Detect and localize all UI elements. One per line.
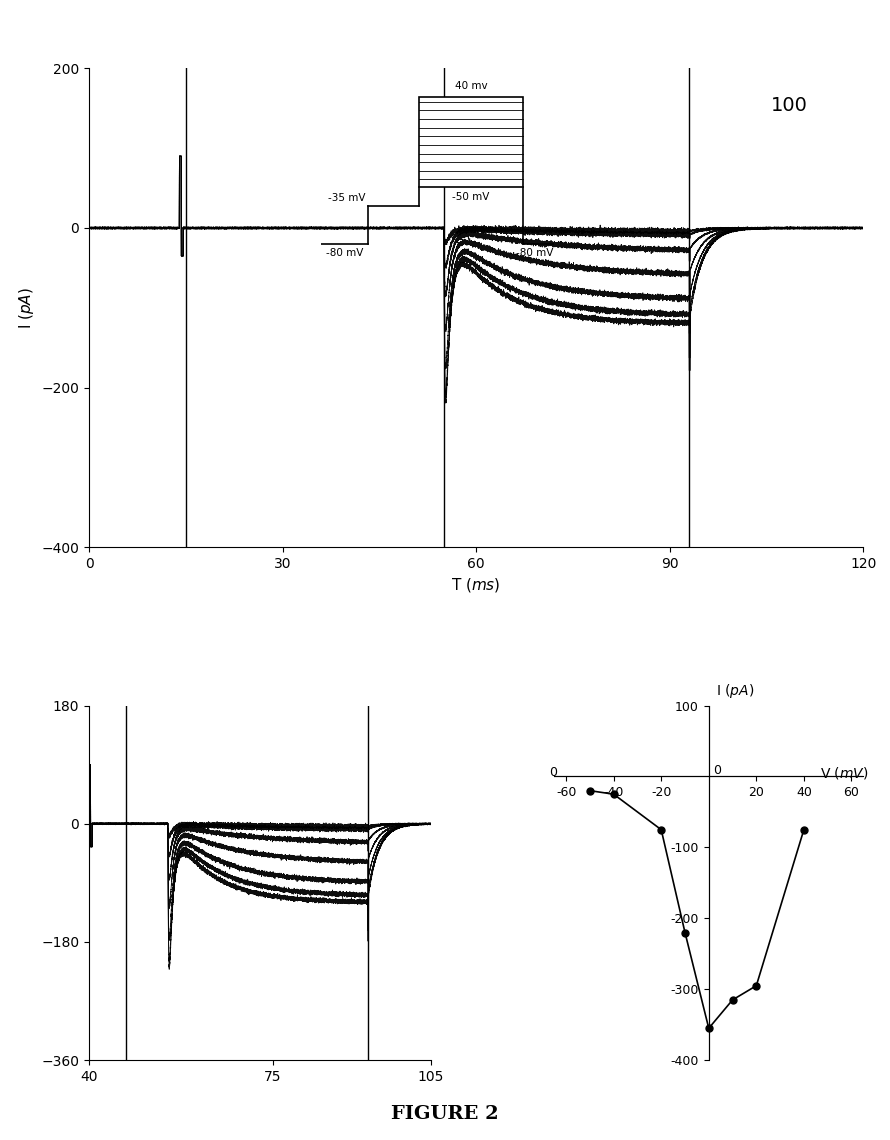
- Text: 0: 0: [714, 764, 722, 777]
- Text: FIGURE 2: FIGURE 2: [392, 1105, 498, 1123]
- Y-axis label: I ($pA$): I ($pA$): [17, 287, 36, 328]
- Text: 100: 100: [771, 97, 807, 115]
- X-axis label: T ($ms$): T ($ms$): [451, 577, 501, 594]
- Text: I ($pA$): I ($pA$): [716, 682, 755, 700]
- Text: 0: 0: [549, 766, 557, 780]
- Text: V ($mV$): V ($mV$): [820, 765, 868, 781]
